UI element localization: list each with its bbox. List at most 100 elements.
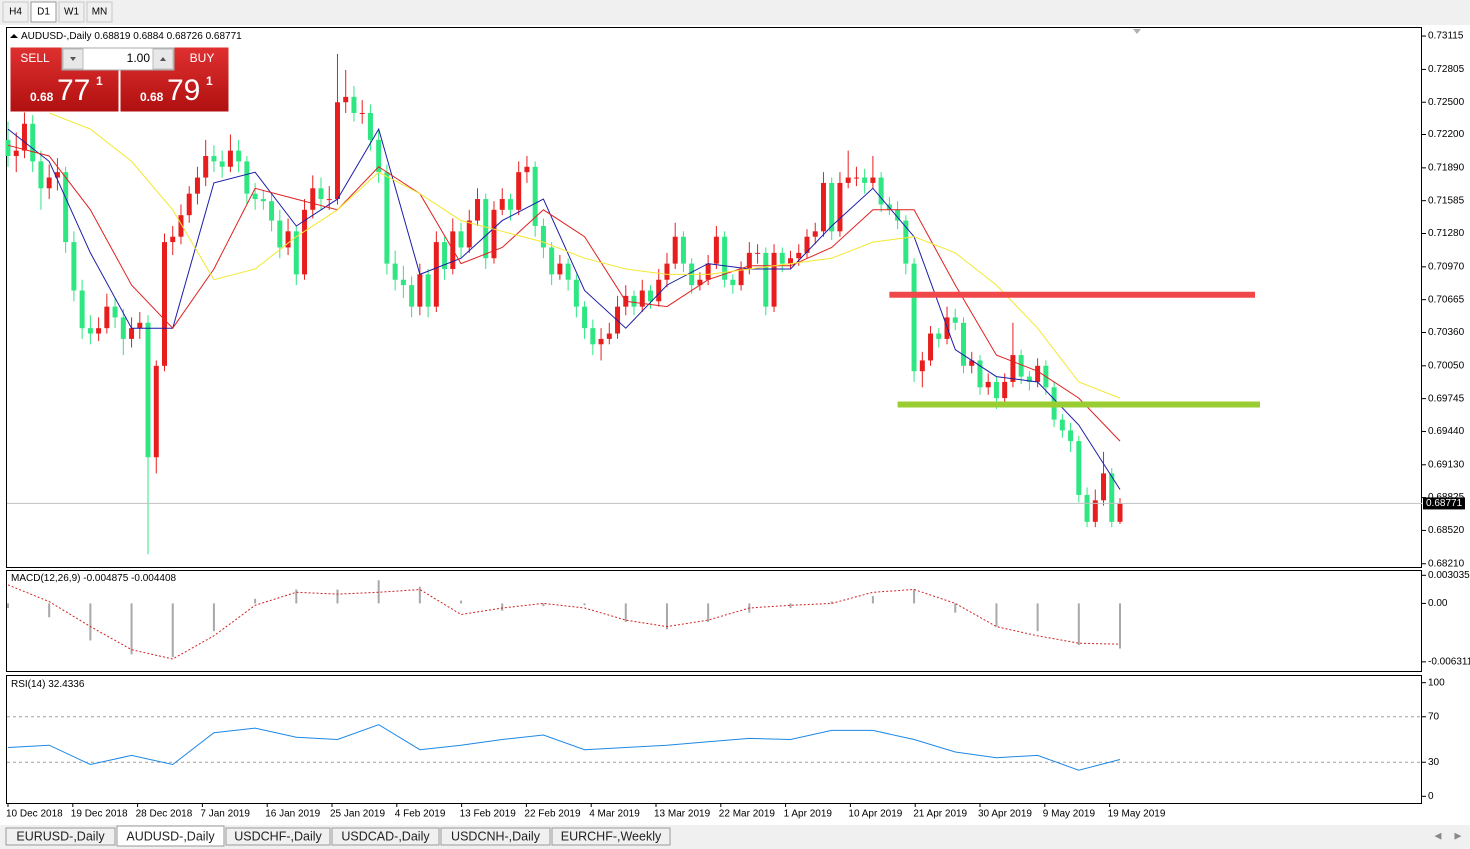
candle-body [5, 139, 11, 157]
quote-open: 0.68819 [94, 31, 131, 42]
candle-body [252, 193, 258, 200]
candle-body [713, 236, 719, 264]
timeframe-label[interactable]: D1 [37, 7, 50, 18]
macd-bar [254, 598, 257, 604]
quote-low: 0.68726 [167, 31, 204, 42]
tab[interactable] [440, 827, 551, 846]
timeframe-label[interactable]: MN [92, 7, 108, 18]
timeframe-label[interactable]: W1 [64, 7, 79, 18]
candle-body [919, 360, 925, 372]
candle-body [96, 328, 102, 334]
macd-panel-border [6, 570, 1422, 672]
timeframe-button[interactable] [58, 1, 85, 23]
timeframe-button[interactable] [86, 1, 113, 23]
x-tick-label: 21 Apr 2019 [913, 809, 967, 820]
scroll-left[interactable]: ◀ [1435, 830, 1442, 840]
macd-bar [583, 603, 586, 606]
candle-body [236, 150, 242, 162]
candle-body [647, 290, 653, 302]
macd-bar [542, 603, 545, 607]
y-tick-label: 0.70050 [1428, 360, 1465, 371]
candle-body [466, 220, 472, 248]
tab-active[interactable] [116, 825, 225, 847]
y-tick-label: 0.73115 [1428, 31, 1464, 42]
timeframe-label[interactable]: H4 [9, 7, 22, 18]
macd-signal-readout: -0.004408 [131, 573, 176, 584]
sell-label[interactable]: SELL [20, 51, 50, 65]
tab-label[interactable]: USDCNH-,Daily [451, 829, 541, 843]
candle-body [788, 258, 794, 264]
timeframe-button[interactable] [2, 1, 29, 23]
tab-label[interactable]: AUDUSD-,Daily [126, 829, 215, 843]
candle-body [334, 102, 340, 200]
candle-body [475, 199, 481, 221]
moving-average [49, 112, 1121, 399]
candle-body [260, 199, 266, 202]
y-tick-label: 0.70970 [1428, 261, 1465, 272]
candle-body [104, 306, 110, 329]
y-tick-label: 0.70665 [1428, 294, 1465, 305]
timeframe-button-active[interactable] [30, 1, 57, 23]
macd-main-readout: -0.004875 [83, 573, 128, 584]
candle-body [697, 279, 703, 286]
x-tick-label: 22 Feb 2019 [524, 809, 581, 820]
x-tick-label: 4 Mar 2019 [589, 809, 640, 820]
candle-body [343, 96, 349, 103]
y-tick-label: 70 [1428, 711, 1440, 722]
candle-body [1101, 473, 1107, 501]
candle-body [13, 150, 19, 157]
tab-label[interactable]: USDCHF-,Daily [234, 829, 322, 843]
last-price-box [1423, 497, 1465, 510]
candle-body [376, 139, 382, 173]
candle-body [845, 177, 851, 183]
candle-body [120, 317, 126, 339]
y-tick-label: 0.71280 [1428, 228, 1465, 239]
candle-body [409, 285, 415, 307]
candle-body [903, 220, 909, 264]
candle-body [928, 333, 934, 361]
macd-signal [7, 584, 1121, 660]
toolbar [0, 0, 1470, 25]
x-tick-label: 1 Apr 2019 [784, 809, 833, 820]
candle-body [1059, 419, 1065, 431]
y-tick-label: 0.69745 [1428, 393, 1465, 404]
candle-body [285, 231, 291, 248]
y-tick-label: 0.71585 [1428, 195, 1465, 206]
candle-body [1002, 381, 1008, 399]
tab[interactable] [551, 827, 671, 846]
candle-body [46, 177, 52, 189]
tab[interactable] [225, 827, 331, 846]
lot-value[interactable]: 1.00 [127, 51, 151, 65]
candle-body [483, 199, 489, 259]
candle-body [631, 295, 637, 307]
tab-label[interactable]: EURCHF-,Weekly [561, 829, 662, 843]
tab[interactable] [5, 827, 116, 846]
macd-bar [212, 603, 215, 632]
tab-label[interactable]: EURUSD-,Daily [16, 829, 105, 843]
candle-body [38, 161, 44, 189]
x-tick-label: 10 Dec 2018 [6, 809, 63, 820]
x-tick-label: 4 Feb 2019 [395, 809, 446, 820]
candle-body [763, 252, 769, 307]
tab-label[interactable]: USDCAD-,Daily [341, 829, 430, 843]
y-tick-label: 0.68520 [1428, 525, 1465, 536]
rsi-panel-border [6, 675, 1422, 804]
tab[interactable] [331, 827, 440, 846]
candle-body [870, 177, 876, 183]
candle-body [1109, 473, 1115, 522]
candle-body [664, 263, 670, 280]
buy-label[interactable]: BUY [190, 51, 215, 65]
candle-body [549, 247, 555, 275]
candle-body [194, 177, 200, 194]
candle-body [153, 365, 159, 458]
chart-shift-marker [1133, 29, 1141, 34]
candle-body [277, 220, 283, 248]
y-tick-label: 30 [1428, 757, 1440, 768]
candle-body [507, 199, 513, 210]
candle-body [400, 279, 406, 286]
scroll-right[interactable]: ▶ [1455, 830, 1462, 840]
y-tick-label: 100 [1428, 677, 1445, 688]
candle-body [606, 333, 612, 339]
lot-input[interactable] [61, 47, 175, 71]
macd-bar [336, 589, 339, 604]
